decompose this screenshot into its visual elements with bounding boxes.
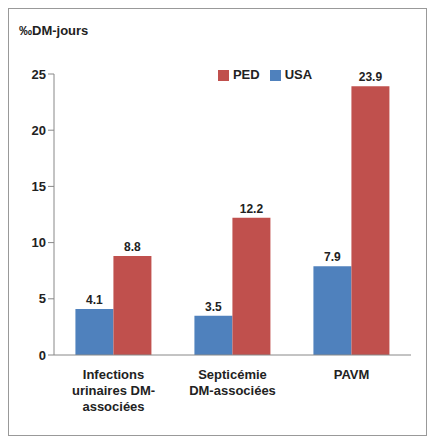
svg-text:12.2: 12.2 [240,202,264,216]
svg-text:5: 5 [39,291,46,306]
svg-text:8.8: 8.8 [124,240,141,254]
svg-text:Infectionsurinaires DM-associé: Infectionsurinaires DM-associées [72,367,155,414]
svg-text:23.9: 23.9 [359,70,383,84]
svg-text:25: 25 [32,67,46,82]
svg-text:20: 20 [32,123,46,138]
svg-text:3.5: 3.5 [205,300,222,314]
svg-text:4.1: 4.1 [86,293,103,307]
html-text:PED: PED [232,67,260,82]
svg-text:10: 10 [32,235,46,250]
svg-text:0: 0 [39,348,46,363]
svg-text:7.9: 7.9 [324,250,341,264]
html-text:‰DM-jours: ‰DM-jours [19,23,89,38]
html-text:USA: USA [284,67,313,82]
svg-text:15: 15 [32,179,46,194]
svg-text:PAVM: PAVM [334,367,370,382]
svg-text:SepticémieDM-associées: SepticémieDM-associées [189,367,276,398]
